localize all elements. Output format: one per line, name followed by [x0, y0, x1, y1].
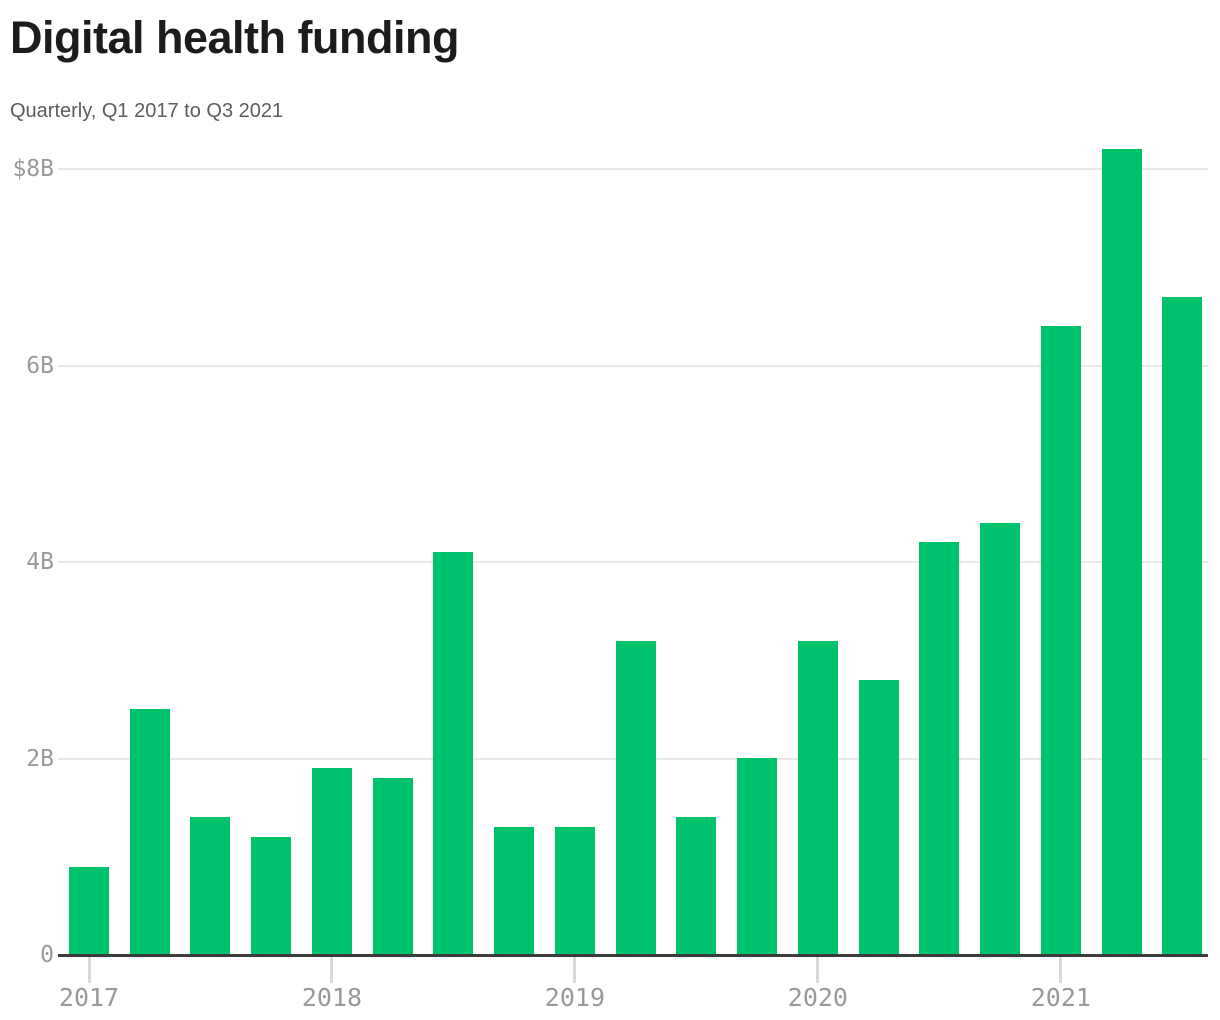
bar-q3-2018: [433, 552, 473, 955]
bar-q4-2017: [251, 837, 291, 955]
gridline-8b: [58, 168, 1208, 170]
y-axis-tick-label: 0: [40, 942, 54, 968]
x-axis-year-label: 2018: [301, 983, 363, 1012]
bar-q2-2018: [373, 778, 413, 955]
gridline-6b: [58, 364, 1208, 367]
bar-q1-2019: [555, 827, 595, 955]
bar-q2-2019: [616, 641, 656, 955]
x-axis-tick-mark-2021: [1059, 957, 1063, 983]
y-axis-tick-label: 2B: [26, 745, 54, 772]
bar-q1-2021: [1041, 326, 1081, 955]
x-axis-year-label: 2017: [58, 983, 120, 1012]
chart-title: Digital health funding: [10, 12, 459, 63]
bar-q2-2017: [130, 709, 170, 955]
bar-q4-2020: [980, 523, 1020, 955]
bar-q3-2020: [919, 542, 959, 955]
x-axis-tick-mark-2018: [330, 957, 334, 983]
y-axis-tick-label: 6B: [26, 352, 54, 379]
x-axis-tick-mark-2017: [87, 957, 91, 983]
bar-q1-2018: [312, 768, 352, 955]
x-axis-year-label: 2020: [787, 983, 848, 1012]
x-axis-tick-mark-2019: [573, 957, 577, 983]
bar-q3-2021: [1162, 297, 1202, 955]
bar-q2-2020: [859, 680, 899, 955]
bar-q4-2018: [494, 827, 534, 955]
x-axis-baseline: [58, 954, 1208, 957]
bar-q2-2021: [1102, 149, 1142, 955]
bar-q1-2020: [798, 641, 838, 955]
bar-q4-2019: [737, 758, 777, 955]
y-axis-tick-label: $8B: [12, 156, 54, 182]
x-axis-tick-mark-2020: [816, 957, 820, 983]
x-axis-year-label: 2021: [1030, 983, 1091, 1012]
bar-q3-2017: [190, 817, 230, 955]
y-axis-tick-label: 4B: [26, 549, 54, 575]
x-axis-year-label: 2019: [544, 983, 606, 1012]
bar-q3-2019: [676, 817, 716, 955]
chart-subtitle: Quarterly, Q1 2017 to Q3 2021: [10, 100, 284, 122]
bar-q1-2017: [69, 867, 109, 955]
gridline-4b: [58, 561, 1208, 563]
